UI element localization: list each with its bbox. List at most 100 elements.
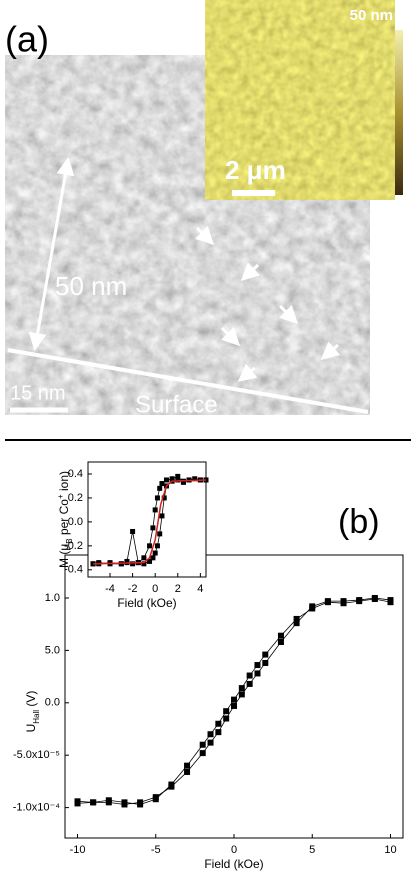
y-tick-label: -0.4 bbox=[64, 564, 83, 576]
panel-label: (a) bbox=[5, 19, 49, 60]
data-point bbox=[309, 605, 316, 612]
y-label-part: M (μ bbox=[57, 544, 71, 568]
data-point bbox=[254, 670, 261, 677]
y-tick-label: -5.0x10⁻⁵ bbox=[13, 749, 60, 761]
y-label-part: ion) bbox=[57, 471, 71, 494]
data-point bbox=[74, 798, 81, 805]
data-point bbox=[121, 799, 128, 806]
data-point bbox=[356, 598, 363, 605]
data-point bbox=[207, 739, 214, 746]
data-point bbox=[254, 662, 261, 669]
data-point bbox=[293, 615, 300, 622]
depth-label: 50 nm bbox=[55, 271, 127, 301]
x-tick-label: 5 bbox=[309, 844, 315, 856]
arrow bbox=[240, 262, 261, 282]
surface-label: Surface bbox=[135, 391, 218, 418]
scale-bar-label: 15 nm bbox=[10, 382, 66, 404]
data-point bbox=[141, 561, 147, 567]
data-point bbox=[223, 708, 230, 715]
data-point bbox=[147, 558, 153, 564]
y-tick-label: 5.0 bbox=[45, 644, 60, 656]
data-point bbox=[175, 477, 181, 483]
data-point bbox=[231, 696, 237, 703]
afm-scale: 50 nm bbox=[350, 7, 393, 24]
data-point bbox=[157, 531, 163, 537]
y-label-part: Hall bbox=[32, 710, 41, 724]
y-label-part: B bbox=[65, 538, 74, 543]
y-tick-label: 1.0 bbox=[45, 592, 60, 604]
y-tick-label: -0.2 bbox=[64, 540, 83, 552]
y-label-part: + bbox=[56, 494, 65, 499]
data-point bbox=[169, 476, 175, 482]
y-label-part: per Co bbox=[57, 499, 71, 539]
data-point bbox=[147, 543, 153, 549]
data-point bbox=[159, 481, 165, 487]
data-point bbox=[96, 560, 102, 566]
data-point bbox=[124, 558, 130, 564]
plot: -10 -5 0 5 10 1.0 5.0 0.0 -5.0x10⁻⁵ -1.0x10⁻⁴ Fiel… bbox=[13, 554, 404, 871]
data-point bbox=[238, 685, 245, 692]
data-point bbox=[168, 781, 175, 788]
data-point bbox=[152, 507, 158, 513]
data-point bbox=[180, 479, 186, 485]
x-tick-label: -4 bbox=[105, 583, 115, 595]
arrow bbox=[220, 326, 241, 347]
afm-bar-label: 2 μm bbox=[225, 155, 286, 185]
data-point bbox=[277, 632, 284, 639]
data-point bbox=[199, 750, 206, 757]
x-tick-label: 4 bbox=[197, 583, 203, 595]
arrow bbox=[195, 226, 215, 246]
x-axis-label: Field (kOe) bbox=[204, 857, 263, 871]
data-point bbox=[340, 600, 347, 607]
arrow bbox=[237, 363, 258, 382]
data-point bbox=[175, 473, 181, 479]
data-point bbox=[199, 741, 206, 748]
data-point bbox=[150, 525, 156, 531]
arrow bbox=[278, 304, 299, 325]
data-point bbox=[90, 799, 97, 806]
data-point bbox=[154, 495, 160, 501]
data-point bbox=[203, 477, 209, 483]
y-tick-label: 0.2 bbox=[68, 492, 83, 504]
data-point bbox=[159, 513, 165, 519]
depth-arrow bbox=[28, 157, 75, 351]
y-tick-label: -1.0x10⁻⁴ bbox=[13, 802, 60, 814]
surface-line bbox=[7, 348, 369, 414]
data-point bbox=[387, 599, 394, 606]
x-tick-label: 0 bbox=[231, 844, 237, 856]
data-point bbox=[130, 561, 136, 567]
data-point bbox=[152, 796, 159, 803]
data-point bbox=[207, 731, 214, 738]
x-tick-label: -5 bbox=[151, 844, 161, 856]
plot: -4 -2 0 2 4 0.4 0.2 0.0 -0.2 -0.4 Field (kOe) M (μB… bbox=[56, 461, 209, 610]
data-point bbox=[141, 555, 147, 561]
x-tick-label: 0 bbox=[152, 583, 158, 595]
y-label-part: U bbox=[24, 724, 38, 733]
data-point bbox=[371, 596, 378, 603]
x-tick-label: 10 bbox=[384, 844, 396, 856]
x-tick-label: 2 bbox=[175, 583, 181, 595]
data-point bbox=[105, 797, 112, 804]
y-tick-label: 0.4 bbox=[68, 468, 83, 480]
data-point bbox=[163, 477, 169, 483]
arrow bbox=[320, 341, 341, 360]
x-tick-label: -10 bbox=[70, 844, 86, 856]
data-point bbox=[277, 638, 284, 645]
data-point bbox=[223, 715, 230, 722]
data-point bbox=[324, 599, 331, 606]
panel-a: (a) 50 nm 2 μm 50 nm 15 nm Surface bbox=[5, 0, 403, 418]
afm-image bbox=[205, 0, 395, 200]
y-axis-label: M (μB per Co+ ion) bbox=[56, 471, 74, 568]
data-point bbox=[215, 720, 222, 727]
y-tick-label: 0.0 bbox=[68, 516, 83, 528]
data-point bbox=[161, 495, 167, 501]
y-label-part: (V) bbox=[24, 691, 38, 710]
data-point bbox=[238, 691, 245, 698]
color-bar bbox=[395, 30, 403, 195]
data-point bbox=[246, 680, 253, 687]
data-point bbox=[262, 651, 269, 658]
data-point bbox=[150, 555, 156, 561]
data-point bbox=[184, 768, 191, 775]
data-point bbox=[157, 485, 163, 491]
